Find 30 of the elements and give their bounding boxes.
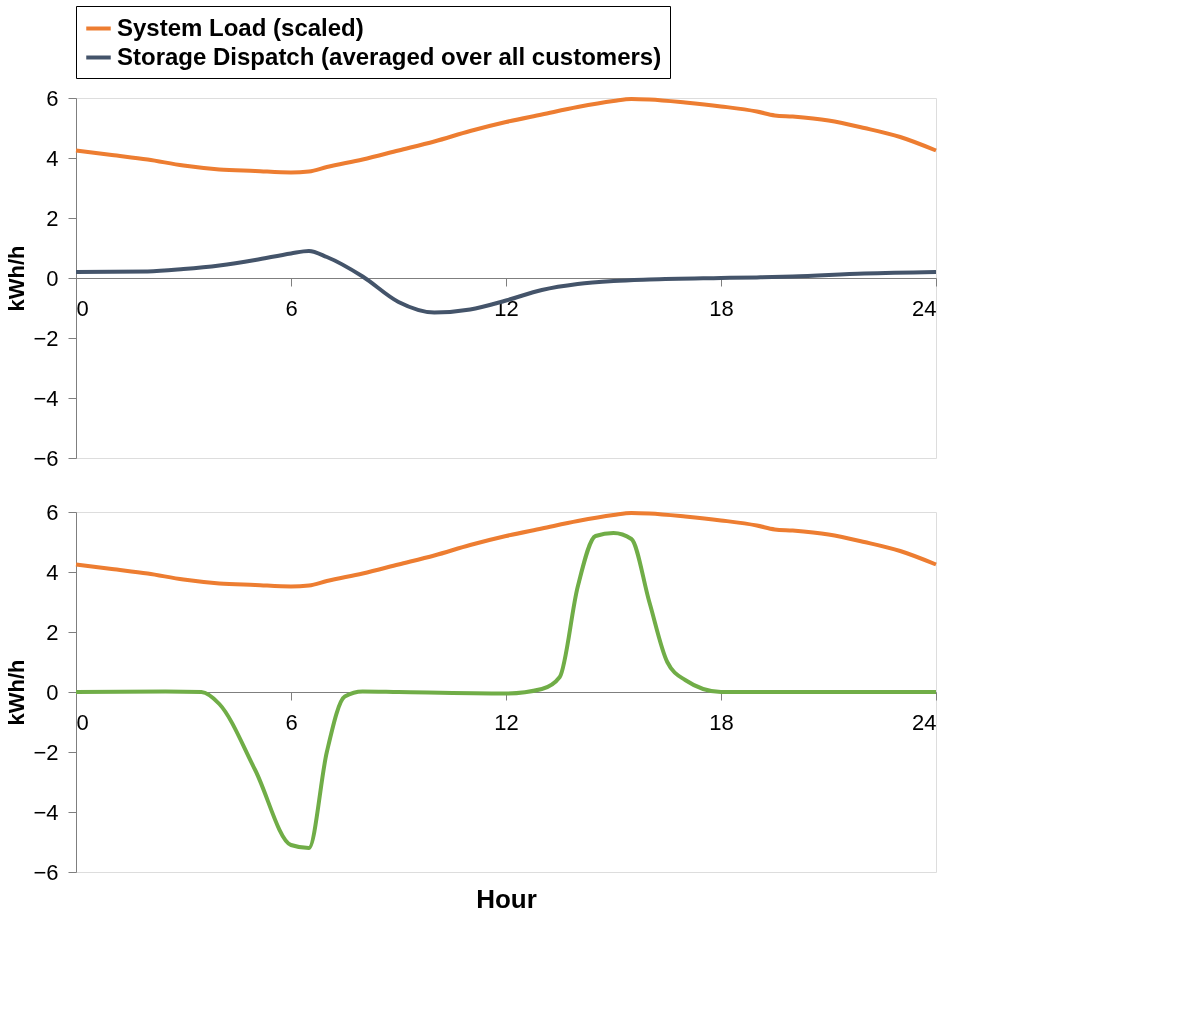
- y-tick-label: 0: [46, 679, 59, 705]
- y-tick-label: 6: [46, 499, 59, 525]
- x-tick-label: 18: [709, 709, 734, 735]
- y-tick-label: −6: [33, 445, 59, 471]
- legend-label: Storage Dispatch (averaged over all customers): [117, 42, 662, 70]
- line-series: [74, 96, 938, 175]
- legend-label: System Load (scaled): [117, 13, 364, 41]
- y-tick-label: 2: [46, 619, 59, 645]
- x-axis-title: Hour: [476, 883, 537, 914]
- y-tick-label: −2: [33, 739, 59, 765]
- x-tick-label: 0: [76, 709, 89, 735]
- y-tick-label: −6: [33, 859, 59, 885]
- y-tick-label: 4: [46, 145, 59, 171]
- y-tick-label: 0: [46, 265, 59, 291]
- x-tick-label: 12: [494, 709, 519, 735]
- y-tick-label: −4: [33, 799, 59, 825]
- y-axis-title: kWh/h: [4, 245, 30, 312]
- x-tick-label: 6: [285, 295, 298, 321]
- x-tick-label: 24: [912, 295, 937, 321]
- y-axis-title: kWh/h: [4, 659, 30, 726]
- y-tick-label: 2: [46, 205, 59, 231]
- y-tick-label: −4: [33, 385, 59, 411]
- x-tick-label: 6: [285, 709, 298, 735]
- y-tick-label: −2: [33, 325, 59, 351]
- line-series: [74, 510, 938, 589]
- x-tick-label: 0: [76, 295, 89, 321]
- y-tick-label: 4: [46, 559, 59, 585]
- y-tick-label: 6: [46, 85, 59, 111]
- x-tick-label: 18: [709, 295, 734, 321]
- x-tick-label: 24: [912, 709, 937, 735]
